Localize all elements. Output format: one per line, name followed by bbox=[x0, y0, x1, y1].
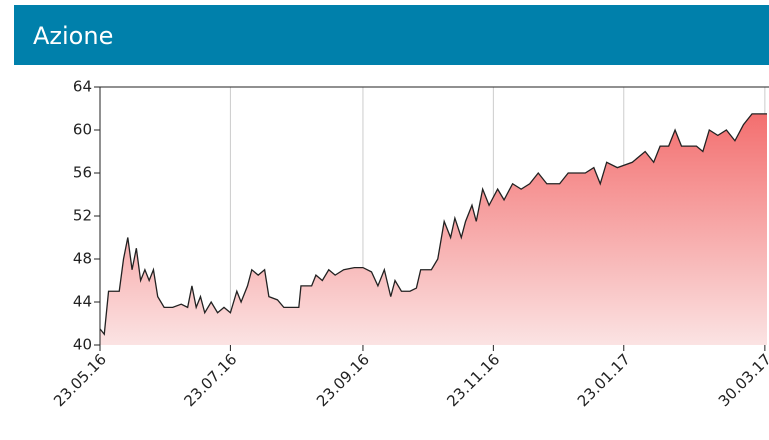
x-tick-label: 23.05.16 bbox=[50, 350, 110, 410]
y-tick-label: 60 bbox=[73, 121, 92, 139]
x-tick-label: 23.01.17 bbox=[574, 350, 634, 410]
line bbox=[100, 113, 767, 336]
y-tick-label: 40 bbox=[73, 336, 92, 354]
header-bar bbox=[14, 5, 769, 65]
y-tick-label: 44 bbox=[73, 293, 92, 311]
y-tick-label: 52 bbox=[73, 207, 92, 225]
x-tick-label: 23.09.16 bbox=[313, 350, 373, 410]
y-tick-label: 48 bbox=[73, 250, 92, 268]
y-tick-label: 64 bbox=[73, 78, 92, 96]
x-tick-label: 23.07.16 bbox=[180, 350, 240, 410]
x-tick-label: 30.03.17 bbox=[715, 350, 769, 410]
y-tick-label: 56 bbox=[73, 164, 92, 182]
x-tick-label: 23.11.16 bbox=[443, 350, 503, 410]
header-title: Azione bbox=[33, 22, 113, 50]
area bbox=[100, 113, 767, 345]
